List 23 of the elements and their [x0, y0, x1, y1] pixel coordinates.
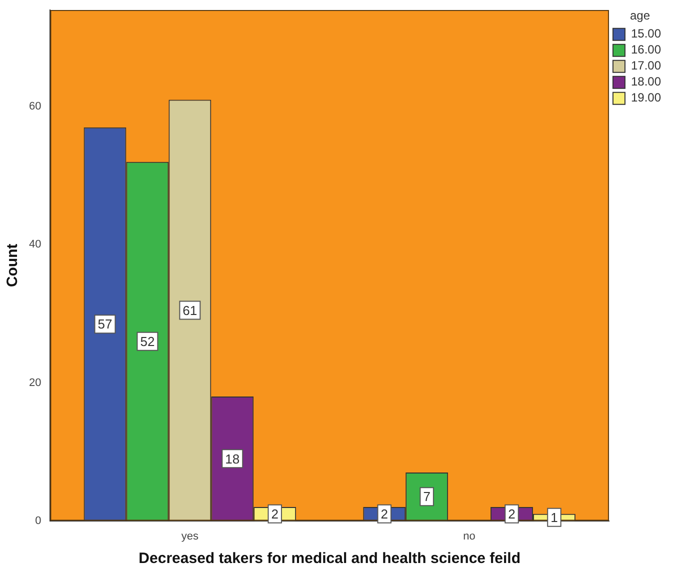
data-label: 61: [182, 302, 198, 318]
legend-label: 19.00: [630, 90, 662, 105]
data-label: 1: [550, 510, 558, 525]
y-axis-title: Count: [4, 244, 22, 288]
data-label: 52: [140, 334, 155, 349]
data-label: 2: [508, 506, 516, 522]
data-label: 18: [225, 451, 240, 466]
y-tick-label: 0: [35, 514, 42, 527]
legend-label: 16.00: [630, 42, 662, 57]
y-tick-label: 40: [28, 238, 42, 251]
legend-title: age: [630, 8, 650, 22]
data-label: 7: [423, 489, 430, 504]
x-tick-label: no: [463, 530, 476, 542]
x-axis-title: Decreased takers for medical and health science feild: [138, 550, 521, 568]
data-label: 2: [271, 506, 278, 522]
legend-label: 15.00: [630, 26, 662, 41]
y-tick-label: 60: [28, 100, 42, 113]
data-label: 2: [380, 506, 388, 522]
y-tick-label: 20: [28, 376, 42, 389]
legend-label: 17.00: [630, 58, 662, 73]
data-label: 57: [98, 316, 112, 332]
legend-label: 18.00: [630, 74, 662, 89]
x-tick-label: yes: [181, 530, 199, 542]
